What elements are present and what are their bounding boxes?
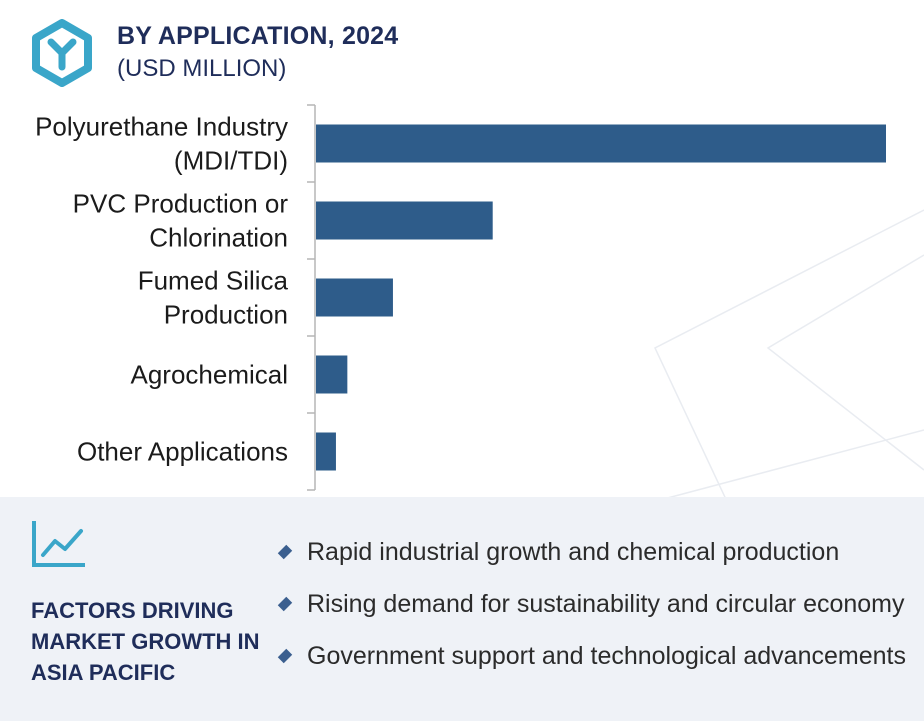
factor-text: Government support and technological adv… — [307, 642, 906, 670]
header: BY APPLICATION, 2024 (USD MILLION) — [0, 0, 924, 100]
bar-1 — [316, 201, 493, 240]
bar-4 — [316, 432, 336, 471]
factor-item: Rapid industrial growth and chemical pro… — [273, 537, 906, 589]
diamond-bullet-icon — [277, 544, 293, 560]
bar-2 — [316, 278, 393, 317]
factors-title: FACTORS DRIVING MARKET GROWTH IN ASIA PA… — [31, 598, 260, 685]
category-label: PVC Production or Chlorination — [73, 189, 289, 253]
diamond-bullet-icon — [277, 596, 293, 612]
category-label: Polyurethane Industry (MDI/TDI) — [35, 112, 288, 176]
bar-chart: Polyurethane Industry (MDI/TDI) PVC Produc… — [35, 104, 886, 491]
category-label: Other Applications — [77, 437, 288, 467]
factor-text: Rapid industrial growth and chemical pro… — [307, 538, 840, 566]
category-label: Agrochemical — [130, 360, 288, 390]
trend-line-chart-icon — [32, 521, 85, 567]
factor-item: Rising demand for sustainability and cir… — [273, 589, 906, 641]
chart-subtitle: (USD MILLION) — [117, 55, 287, 82]
brand-y-hexagon-icon — [32, 19, 92, 87]
category-label: Fumed Silica Production — [138, 266, 289, 330]
bar-0 — [316, 124, 886, 163]
factor-list: Rapid industrial growth and chemical pro… — [273, 537, 906, 693]
factor-item: Government support and technological adv… — [273, 641, 906, 693]
factor-text: Rising demand for sustainability and cir… — [307, 590, 905, 618]
growth-factors-panel: FACTORS DRIVING MARKET GROWTH IN ASIA PA… — [0, 497, 924, 721]
bar-3 — [316, 355, 348, 394]
chart-title: BY APPLICATION, 2024 — [117, 22, 399, 50]
diamond-bullet-icon — [277, 648, 293, 664]
